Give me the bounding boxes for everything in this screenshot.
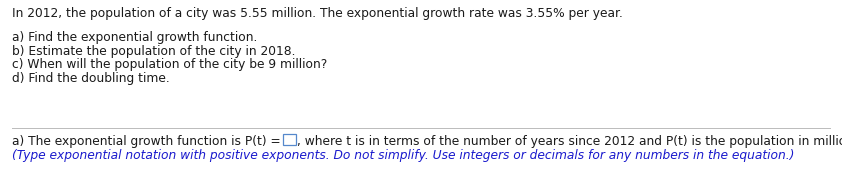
Text: d) Find the doubling time.: d) Find the doubling time. xyxy=(12,71,170,85)
Text: b) Estimate the population of the city in 2018.: b) Estimate the population of the city i… xyxy=(12,45,296,58)
Text: a) Find the exponential growth function.: a) Find the exponential growth function. xyxy=(12,31,258,44)
Text: a) The exponential growth function is P(t) =: a) The exponential growth function is P(… xyxy=(12,135,280,148)
Text: (Type exponential notation with positive exponents. Do not simplify. Use integer: (Type exponential notation with positive… xyxy=(12,149,794,162)
Bar xyxy=(283,134,296,145)
Text: c) When will the population of the city be 9 million?: c) When will the population of the city … xyxy=(12,58,328,71)
Text: , where t is in terms of the number of years since 2012 and P(t) is the populati: , where t is in terms of the number of y… xyxy=(296,135,842,148)
Text: In 2012, the population of a city was 5.55 million. The exponential growth rate : In 2012, the population of a city was 5.… xyxy=(12,7,623,20)
